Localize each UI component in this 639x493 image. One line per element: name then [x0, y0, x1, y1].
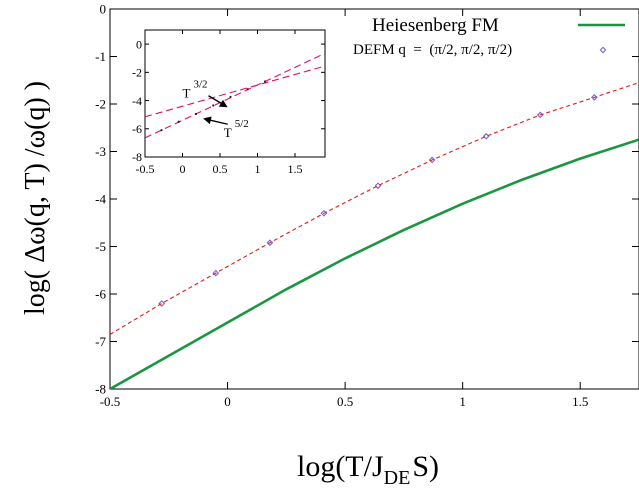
inset-series-0-line	[145, 65, 325, 118]
inset-annotation-0: T3/2	[183, 79, 208, 101]
inset-series-1-line	[145, 52, 325, 139]
inset-series-2-point	[212, 104, 215, 107]
inset-series-area	[145, 52, 325, 139]
inset-series-2-point	[263, 80, 267, 83]
inset-series-2-point	[246, 88, 249, 91]
legend-label-heisenberg: Heiesenberg FM	[372, 15, 499, 36]
inset-x-tick-label: 1.5	[288, 162, 303, 176]
y-axis-label: log( Δω(q, T) /ω(q) )	[20, 81, 51, 315]
main-x-tick-label: 1.5	[572, 394, 588, 409]
main-y-tick-label: -5	[95, 239, 106, 254]
legend: Heiesenberg FM DEFM q = (π/2, π/2, π/2)	[353, 15, 625, 58]
x-axis-label-suffix: S)	[412, 450, 439, 483]
inset-y-tick-label: -8	[132, 150, 142, 164]
inset-x-tick-label: 0.5	[213, 162, 228, 176]
main-series-area	[110, 82, 639, 389]
inset-plot: -0.5 0 0.5 1 1.5 -8 -6 -4 -2 0 T3/2 T5/2	[132, 29, 326, 176]
main-x-tick-label: 1	[459, 394, 466, 409]
inset-series-2-point	[160, 129, 163, 132]
x-axis-label: log(T/JDES)	[297, 450, 439, 489]
main-series-2-line	[110, 82, 639, 335]
main-y-tick-label: -8	[95, 382, 106, 397]
main-y-tick-label: -1	[95, 49, 106, 64]
main-x-tick-label: 0	[224, 394, 231, 409]
main-series-1-point	[158, 300, 166, 307]
legend-swatch-defm	[599, 46, 607, 54]
inset-x-tick-label: -0.5	[136, 162, 155, 176]
inset-y-tick-label: -2	[132, 66, 142, 80]
inset-series-2-point	[229, 95, 232, 99]
main-plot: -0.5 0 0.5 1 1.5 -8 -7 -6 -5 -4 -3 -2 -1 0 Heiesenberg…	[95, 2, 639, 409]
x-axis-label-sub: DE	[384, 467, 411, 489]
main-y-tick-label: -4	[95, 192, 106, 207]
main-series-0-line	[110, 138, 639, 389]
main-y-tick-label: -2	[95, 97, 106, 112]
inset-frame	[144, 29, 326, 158]
inset-y-tick-label: 0	[136, 37, 142, 51]
main-x-tick-label: 0.5	[337, 394, 353, 409]
inset-x-tick-label: 0	[180, 162, 186, 176]
main-series-1-point	[374, 182, 382, 190]
main-y-tick-label: -6	[95, 287, 106, 302]
inset-annotation-arrow-0	[208, 95, 228, 108]
inset-y-tick-label: -6	[132, 122, 142, 136]
inset-series-2-point	[177, 120, 180, 123]
inset-series-2-point	[194, 112, 198, 116]
main-y-tick-label: -7	[95, 334, 106, 349]
legend-label-defm: DEFM q = (π/2, π/2, π/2)	[353, 42, 512, 58]
main-y-tick-label: 0	[100, 2, 107, 17]
main-y-tick-label: -3	[95, 144, 106, 159]
inset-x-tick-label: 1	[255, 162, 261, 176]
inset-annotation-arrow-1	[203, 116, 228, 125]
main-series-1-point	[212, 269, 220, 277]
x-axis-label-prefix: log(T/J	[297, 450, 384, 483]
main-series-1-point	[266, 239, 274, 247]
inset-y-tick-label: -4	[132, 94, 142, 108]
main-x-tick-label: -0.5	[100, 394, 121, 409]
main-series-1-point	[428, 156, 436, 164]
inset-annotation-1: T5/2	[224, 118, 249, 140]
main-series-1-point	[482, 132, 490, 140]
